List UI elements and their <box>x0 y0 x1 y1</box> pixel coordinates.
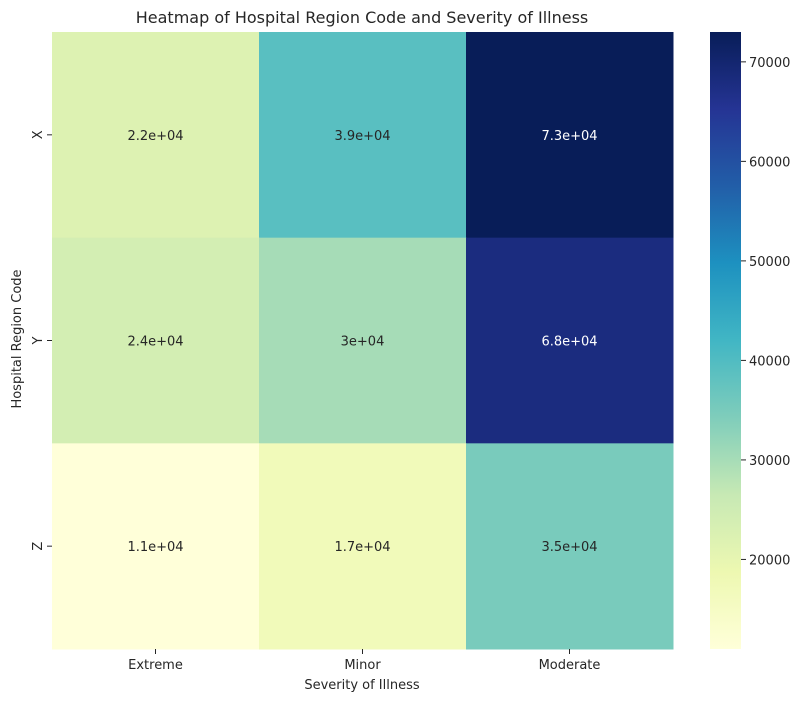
cell-value-label: 1.7e+04 <box>334 540 390 555</box>
heatmap-cell <box>259 237 467 444</box>
colorbar-tick-label: 50000 <box>749 255 790 270</box>
colorbar-tick-label: 20000 <box>749 553 790 568</box>
colorbar-tick-label: 70000 <box>749 56 790 71</box>
x-axis: Extreme Minor Moderate <box>128 649 600 673</box>
colorbar-tick-label: 60000 <box>749 155 790 170</box>
heatmap-cell <box>52 32 260 239</box>
heatmap-cell <box>52 237 260 444</box>
heatmap-cell <box>466 237 674 444</box>
x-axis-label: Severity of Illness <box>304 678 420 693</box>
heatmap-cell <box>259 443 467 650</box>
cell-value-label: 3.9e+04 <box>334 129 390 144</box>
heatmap-cell <box>466 32 674 239</box>
cell-value-label: 6.8e+04 <box>541 335 597 350</box>
cell-value-label: 3e+04 <box>341 335 385 350</box>
x-tick-label: Moderate <box>539 658 601 673</box>
colorbar-gradient <box>710 32 741 649</box>
cell-value-label: 3.5e+04 <box>541 540 597 555</box>
colorbar-tick-label: 30000 <box>749 454 790 469</box>
chart-title: Heatmap of Hospital Region Code and Seve… <box>136 8 589 27</box>
cell-value-label: 1.1e+04 <box>127 540 183 555</box>
x-tick-label: Minor <box>344 658 381 673</box>
heatmap-cell <box>466 443 674 650</box>
y-tick-label: X <box>31 130 46 139</box>
heatmap-cell <box>52 443 260 650</box>
cell-value-label: 2.4e+04 <box>127 335 183 350</box>
y-axis: X Y Z <box>31 130 52 551</box>
y-tick-label: Y <box>31 336 46 345</box>
heatmap-cell <box>259 32 467 239</box>
heatmap-cells: 2.2e+04 3.9e+04 7.3e+04 2.4e+04 3e+04 6.8e+04… <box>52 32 674 650</box>
colorbar-tick-label: 40000 <box>749 354 790 369</box>
colorbar: 20000 30000 40000 50000 60000 70000 <box>710 32 790 649</box>
cell-value-label: 2.2e+04 <box>127 129 183 144</box>
x-tick-label: Extreme <box>128 658 183 673</box>
y-tick-label: Z <box>31 542 46 551</box>
y-axis-label: Hospital Region Code <box>10 269 25 408</box>
cell-value-label: 7.3e+04 <box>541 129 597 144</box>
